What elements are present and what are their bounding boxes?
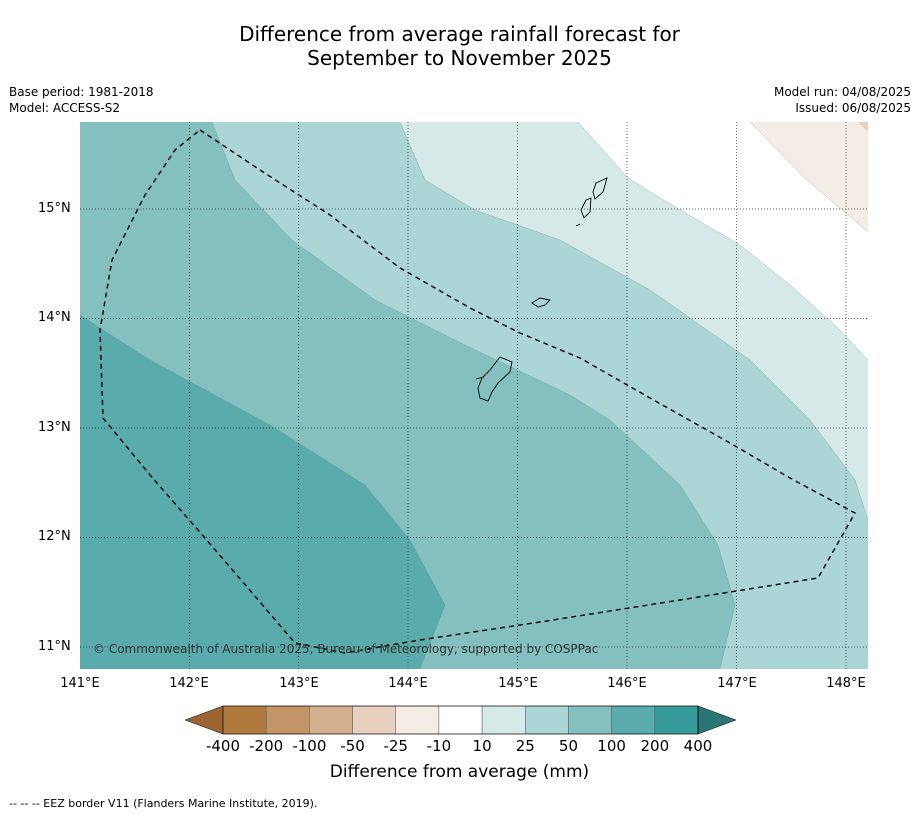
- meta-right: Model run: 04/08/2025 Issued: 06/08/2025: [774, 84, 911, 116]
- lat-label-11n: 11°N: [38, 639, 71, 654]
- model-run: Model run: 04/08/2025: [773, 85, 911, 99]
- colorbar-segment: [352, 705, 396, 735]
- lon-label-145e: 145°E: [498, 676, 538, 691]
- lon-label-146e: 146°E: [607, 676, 647, 691]
- lat-label-13n: 13°N: [38, 420, 71, 435]
- lon-label-148e: 148°E: [826, 676, 866, 691]
- copyright-notice: © Commonwealth of Australia 2025, Bureau…: [93, 642, 599, 656]
- islands: [475, 177, 608, 402]
- colorbar-tick-label: -50: [340, 737, 365, 755]
- colorbar-segment: [395, 705, 440, 735]
- gridlines: [80, 122, 868, 669]
- contour-lines: [80, 122, 868, 669]
- colorbar-extend-low: [184, 705, 224, 735]
- island-aguijan: [575, 223, 581, 227]
- lon-label-143e: 143°E: [279, 676, 319, 691]
- colorbar-tick-label: 100: [597, 737, 626, 755]
- colorbar-segments: [222, 705, 699, 735]
- colorbar-segment: [481, 705, 526, 735]
- band-dry-minus10: [750, 122, 868, 232]
- colorbar-segment: [222, 705, 267, 735]
- colorbar-tick-label: -100: [292, 737, 327, 755]
- island-saipan: [592, 177, 608, 200]
- colorbar-tick-label: -25: [383, 737, 408, 755]
- colorbar-tick-label: 25: [515, 737, 535, 755]
- map-area: [80, 122, 868, 669]
- island-rota: [531, 297, 551, 308]
- colorbar-tick-label: -400: [205, 737, 241, 755]
- lon-label-147e: 147°E: [717, 676, 757, 691]
- colorbar-segment: [654, 705, 699, 735]
- eez-border: [99, 129, 856, 654]
- base-period: Base period: 1981-2018: [9, 85, 154, 99]
- band-10-25: [578, 122, 868, 360]
- colorbar-segment: [525, 705, 569, 735]
- colorbar-title: Difference from average (mm): [329, 762, 590, 782]
- colorbar-segment: [309, 705, 353, 735]
- colorbar-tick-label: -200: [249, 737, 284, 755]
- colorbar: [184, 705, 737, 735]
- colorbar-segment: [265, 705, 310, 735]
- colorbar-tick-label: 10: [472, 737, 492, 755]
- island-guam: [477, 356, 513, 402]
- lon-label-144e: 144°E: [388, 676, 428, 691]
- meta-left: Base period: 1981-2018 Model: ACCESS-S2: [9, 84, 154, 116]
- colorbar-segment: [611, 705, 656, 735]
- colorbar-extend-high: [697, 705, 737, 735]
- colorbar-segment: [568, 705, 612, 735]
- colorbar-tick-label: -10: [426, 737, 452, 755]
- lat-label-15n: 15°N: [38, 201, 71, 216]
- island-tinian: [580, 197, 592, 219]
- band-200-400: [80, 315, 445, 669]
- eez-legend-note: -- -- -- EEZ border V11 (Flanders Marine…: [9, 797, 318, 810]
- model-name: Model: ACCESS-S2: [9, 101, 121, 115]
- colorbar-tick-label: 200: [640, 737, 670, 755]
- title-line-2: September to November 2025: [307, 46, 612, 70]
- island-guam-tip: [475, 376, 485, 380]
- colorbar-segment: [438, 705, 483, 735]
- lat-label-12n: 12°N: [38, 529, 71, 544]
- lon-label-142e: 142°E: [169, 676, 209, 691]
- map-title: Difference from average rainfall forecas…: [0, 22, 919, 70]
- colorbar-tick-label: 400: [683, 737, 713, 755]
- lon-label-141e: 141°E: [60, 676, 100, 691]
- issued-date: Issued: 06/08/2025: [795, 101, 911, 115]
- lat-label-14n: 14°N: [38, 310, 71, 325]
- colorbar-tick-label: 50: [558, 737, 578, 755]
- band-dry-minus25: [858, 122, 868, 132]
- title-line-1: Difference from average rainfall forecas…: [239, 22, 680, 46]
